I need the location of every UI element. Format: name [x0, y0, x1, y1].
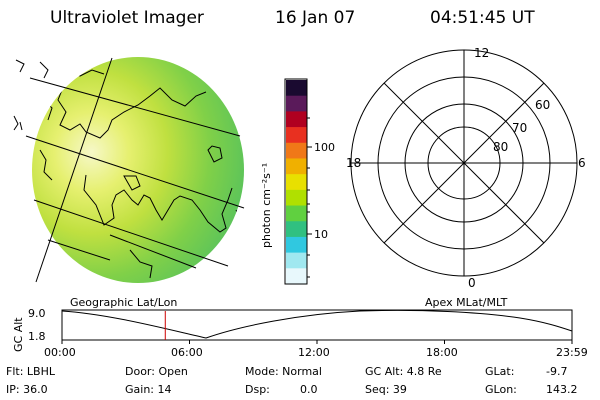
timeline-plot [61, 309, 573, 344]
geographic-coords-title: Geographic Lat/Lon [70, 296, 178, 309]
gc-alt-axis-label: GC Alt [12, 317, 25, 352]
x-tick-2359: 23:59 [556, 346, 588, 359]
mlt-label-6: 6 [578, 156, 586, 170]
colorbar-tick-100: 100 [314, 141, 335, 154]
y-tick-bottom: 1.8 [28, 330, 46, 343]
colorbar-segment [286, 236, 307, 254]
x-tick-1200: 12:00 [298, 346, 330, 359]
colorbar-segment [286, 252, 307, 269]
dsp-label: Dsp: [245, 383, 270, 396]
y-tick-top: 9.0 [28, 307, 46, 320]
app-title: Ultraviolet Imager [50, 8, 204, 28]
color-bar [286, 80, 307, 285]
door-status: Door: Open [125, 365, 188, 378]
colorbar-tick-10: 10 [314, 228, 328, 241]
ip-status: IP: 36.0 [6, 383, 48, 396]
time-label: 04:51:45 UT [430, 8, 535, 28]
earth-disk-image [32, 57, 244, 283]
glat-value: -9.7 [546, 365, 568, 378]
lat-label-70: 70 [512, 121, 528, 135]
colorbar-segment [286, 205, 307, 222]
seq-status: Seq: 39 [365, 383, 407, 396]
colorbar-segment [286, 158, 307, 175]
x-tick-0000: 00:00 [44, 346, 76, 359]
x-tick-0600: 06:00 [171, 346, 203, 359]
colorbar-segment [286, 221, 307, 238]
dsp-value: 0.0 [300, 383, 318, 396]
colorbar-segment [286, 95, 307, 112]
colorbar-unit-label: photon cm⁻²s⁻¹ [260, 162, 273, 248]
colorbar-segment [286, 268, 307, 285]
colorbar-segment [286, 189, 307, 207]
altitude-curve [61, 309, 573, 339]
colorbar-segment [286, 111, 307, 128]
gc-alt-status: GC Alt: 4.8 Re [365, 365, 442, 378]
x-tick-1800: 18:00 [426, 346, 458, 359]
lat-label-60: 60 [535, 98, 551, 112]
mode-status: Mode: Normal [245, 365, 322, 378]
mlt-label-0: 0 [468, 276, 476, 290]
mlt-label-18: 18 [346, 156, 362, 170]
geographic-grid-lines [25, 57, 245, 283]
date-label: 16 Jan 07 [275, 8, 356, 28]
lat-label-80: 80 [493, 140, 509, 154]
mlt-label-12: 12 [474, 46, 490, 60]
map-fragments [13, 59, 49, 131]
filter-status: Flt: LBHL [6, 365, 55, 378]
glon-label: GLon: [485, 383, 517, 396]
colorbar-segment [286, 174, 307, 191]
polar-plot [350, 49, 578, 277]
gain-status: Gain: 14 [125, 383, 172, 396]
apex-coords-title: Apex MLat/MLT [425, 296, 508, 309]
glon-value: 143.2 [546, 383, 578, 396]
colorbar-segment [286, 142, 307, 160]
glat-label: GLat: [485, 365, 515, 378]
colorbar-segment [286, 127, 307, 144]
colorbar-segment [286, 80, 307, 97]
